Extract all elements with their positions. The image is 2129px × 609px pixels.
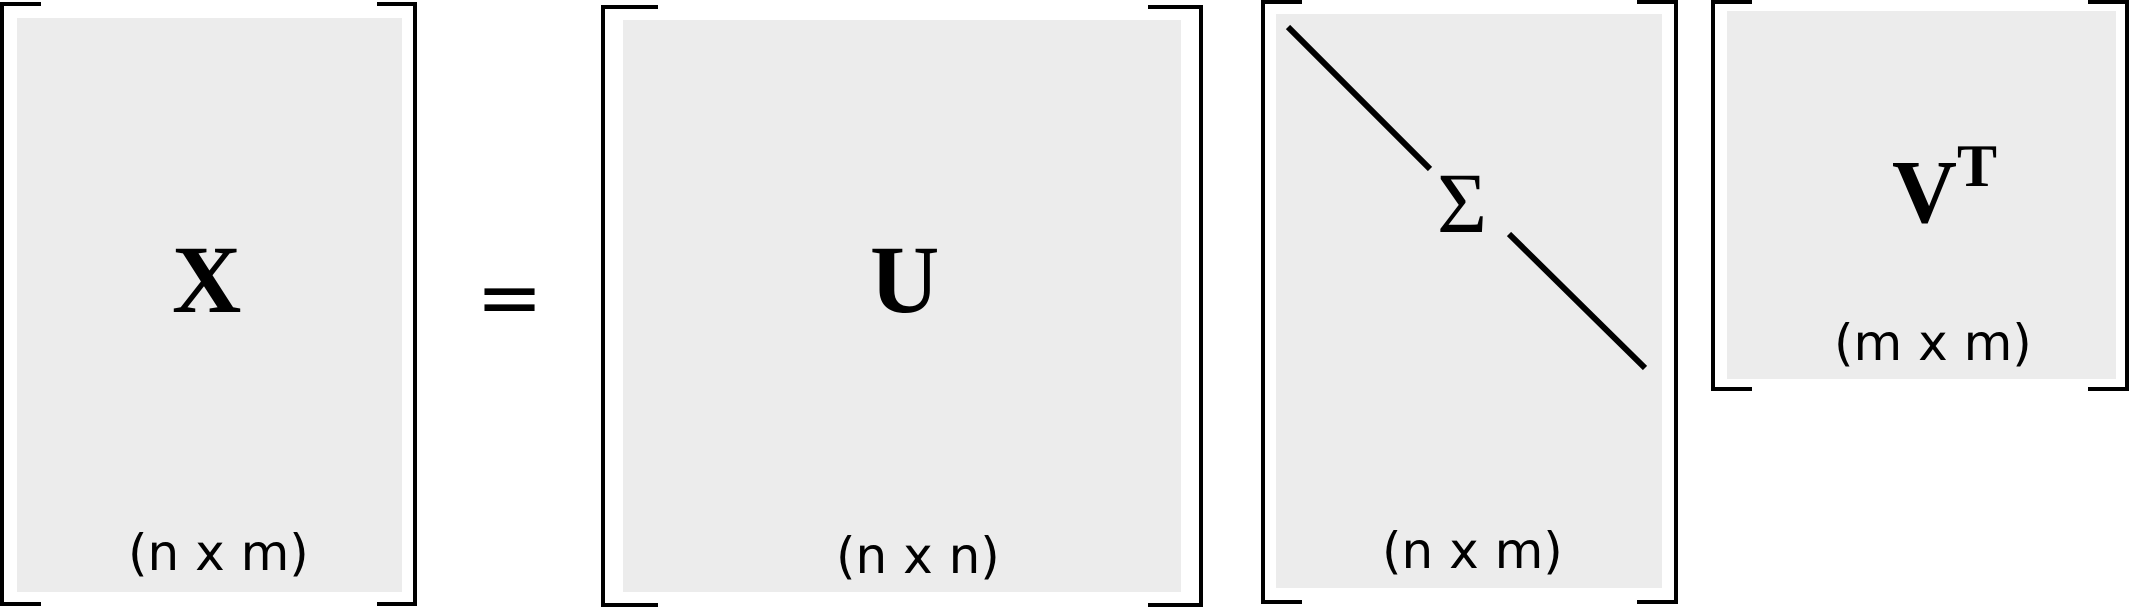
- matrix-u-left-bracket: [601, 5, 658, 607]
- matrix-u-dims: (n x n): [836, 527, 1000, 585]
- equals-sign: =: [476, 251, 544, 344]
- matrix-vt-right-bracket: [2088, 0, 2129, 391]
- matrix-vt-dims: (m x m): [1834, 314, 2032, 372]
- matrix-sigma-fill: [1276, 14, 1662, 588]
- matrix-vt-superscript: T: [1957, 133, 1998, 199]
- matrix-x-dims: (n x m): [128, 524, 309, 582]
- matrix-u-symbol: U: [870, 226, 940, 333]
- matrix-sigma-left-bracket: [1261, 0, 1302, 604]
- diagonal-line-upper: [1285, 24, 1433, 172]
- matrix-x-right-bracket: [377, 2, 417, 606]
- matrix-x-symbol: X: [172, 226, 242, 333]
- matrix-sigma-dims: (n x m): [1382, 522, 1563, 580]
- diagonal-line-lower: [1506, 231, 1648, 371]
- matrix-u-right-bracket: [1148, 5, 1203, 607]
- matrix-vt-left-bracket: [1711, 0, 1752, 391]
- matrix-sigma-symbol: Σ: [1437, 155, 1488, 251]
- matrix-x-fill: [17, 18, 402, 592]
- matrix-sigma-right-bracket: [1637, 0, 1678, 604]
- matrix-vt-fill: [1727, 11, 2116, 379]
- matrix-vt-base: V: [1892, 143, 1957, 242]
- matrix-vt-symbol: VT: [1892, 136, 1997, 238]
- matrix-x-left-bracket: [0, 2, 41, 606]
- matrix-u-fill: [623, 20, 1181, 592]
